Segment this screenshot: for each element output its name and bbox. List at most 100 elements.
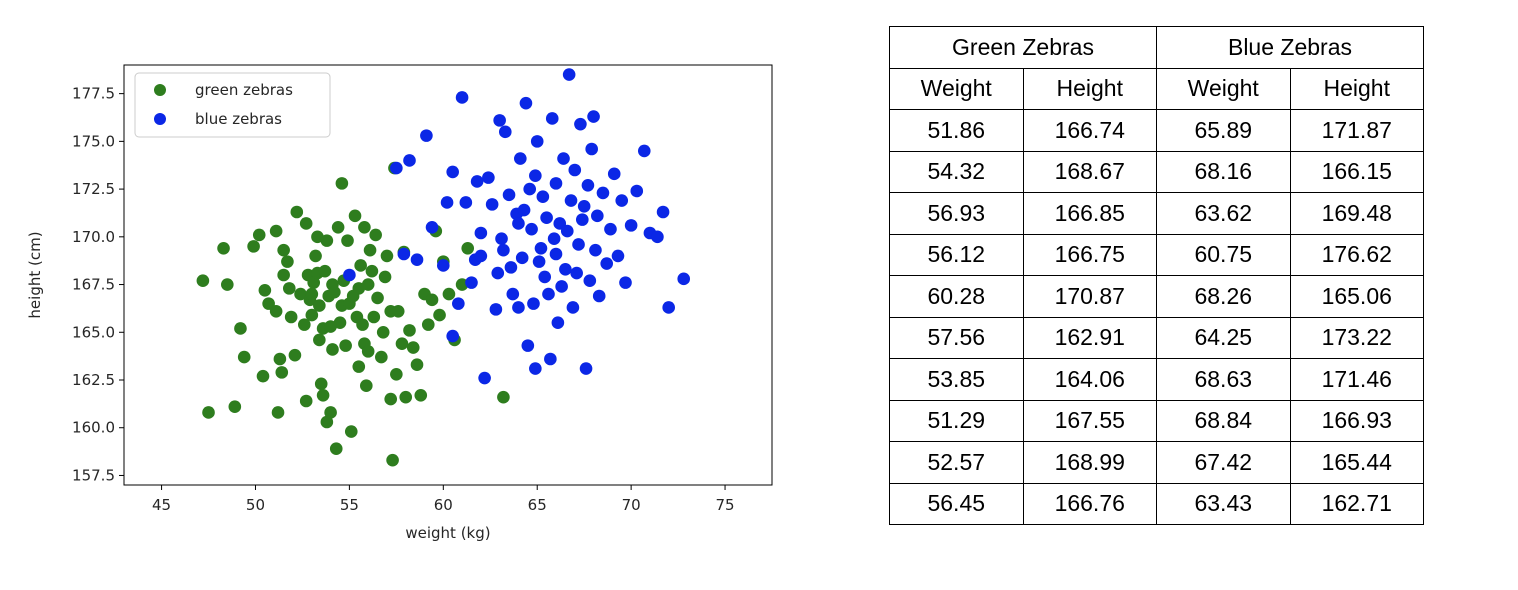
table-cell: 53.85 — [889, 358, 1024, 401]
green-zebra-point — [307, 276, 321, 289]
blue-zebra-point — [551, 316, 565, 330]
green-zebra-point — [237, 350, 251, 364]
blue-zebra-point — [452, 297, 465, 310]
y-tick-label: 160.0 — [72, 419, 115, 437]
blue-zebra-point — [474, 226, 488, 240]
table-cell: 63.62 — [1156, 192, 1291, 235]
green-zebra-point — [358, 220, 371, 234]
table-cell: 168.99 — [1022, 441, 1157, 484]
blue-zebra-point — [519, 96, 533, 110]
table-cell: 51.86 — [889, 109, 1024, 152]
green-zebra-point — [314, 377, 328, 391]
y-tick-label: 167.5 — [72, 276, 115, 294]
green-zebra-point — [442, 287, 456, 301]
green-zebra-point — [380, 249, 394, 263]
green-zebra-point — [497, 390, 510, 404]
green-zebra-point — [399, 390, 413, 404]
blue-zebra-point — [587, 110, 600, 123]
blue-zebra-point — [534, 241, 548, 255]
green-zebra-point — [228, 400, 242, 414]
green-zebra-point — [318, 264, 332, 278]
blue-zebra-point — [515, 251, 529, 265]
green-zebra-point — [384, 392, 398, 406]
blue-zebra-point — [517, 203, 531, 217]
table-row: 60.28 170.87 68.26 165.06 — [889, 275, 1424, 318]
green-zebra-point — [375, 350, 388, 364]
column-header: Height — [1022, 67, 1157, 110]
blue-zebra-point — [591, 209, 604, 223]
table-cell: 57.56 — [889, 316, 1024, 359]
table-cell: 170.87 — [1022, 275, 1157, 318]
table-cell: 176.62 — [1289, 233, 1424, 276]
blue-zebra-point — [425, 220, 439, 234]
green-zebra-point — [309, 249, 322, 263]
green-zebra-point — [202, 406, 215, 419]
blue-zebra-point — [497, 243, 510, 257]
blue-zebra-point — [489, 303, 503, 316]
green-zebra-point — [281, 255, 294, 268]
blue-zebra-point — [403, 154, 416, 167]
group-header-row: Green Zebras Blue Zebras — [889, 26, 1424, 69]
blue-zebra-point — [459, 196, 473, 209]
blue-zebra-point — [619, 276, 632, 289]
blue-zebra-point — [470, 175, 484, 188]
green-zebra-point — [271, 406, 285, 419]
green-zebra-point — [256, 369, 270, 383]
legend-box — [134, 72, 331, 138]
green-zebra-point — [421, 318, 435, 331]
table-cell: 60.28 — [889, 275, 1024, 318]
green-zebra-point — [433, 308, 446, 322]
green-zebra-point — [461, 241, 475, 255]
blue-zebra-point — [343, 268, 356, 282]
column-header: Height — [1289, 67, 1424, 110]
blue-zebra-point — [577, 199, 591, 213]
green-zebra-point — [391, 304, 405, 318]
x-tick-label: 50 — [246, 496, 265, 514]
blue-zebra-point — [506, 287, 520, 301]
blue-zebra-point — [607, 167, 621, 181]
table-cell: 165.06 — [1289, 275, 1424, 318]
table-cell: 54.32 — [889, 150, 1024, 193]
blue-zebra-point — [390, 161, 403, 175]
legend-marker — [154, 84, 166, 96]
green-zebra-point — [367, 310, 381, 324]
blue-zebra-point — [600, 257, 614, 270]
x-tick-label: 45 — [152, 496, 171, 514]
green-zebra-point — [406, 341, 420, 354]
table-cell: 168.67 — [1022, 150, 1157, 193]
blue-zebras-header: Blue Zebras — [1156, 26, 1424, 69]
blue-zebra-point — [637, 144, 651, 158]
y-tick-label: 162.5 — [72, 371, 115, 389]
blue-zebra-point — [540, 211, 553, 225]
blue-zebra-point — [482, 171, 495, 184]
green-zebra-point — [313, 333, 326, 347]
blue-zebra-point — [579, 362, 593, 375]
table-cell: 67.42 — [1156, 441, 1291, 484]
table-cell: 164.06 — [1022, 358, 1157, 401]
blue-zebra-point — [530, 135, 544, 148]
table-cell: 68.16 — [1156, 150, 1291, 193]
y-tick-label: 177.5 — [72, 85, 115, 103]
green-zebra-point — [335, 177, 349, 190]
green-zebra-point — [410, 358, 424, 372]
green-zebra-point — [294, 287, 307, 301]
blue-zebra-point — [611, 249, 625, 263]
table-row: 56.12 166.75 60.75 176.62 — [889, 233, 1424, 276]
blue-zebra-point — [474, 249, 488, 263]
blue-zebra-point — [523, 182, 537, 196]
green-zebra-point — [369, 228, 382, 242]
blue-zebra-point — [572, 238, 585, 251]
blue-zebra-point — [455, 91, 469, 104]
table-cell: 166.85 — [1022, 192, 1157, 235]
column-header: Weight — [889, 67, 1024, 110]
blue-zebra-point — [465, 276, 478, 289]
green-zebra-point — [363, 243, 377, 257]
green-zebra-point — [339, 339, 352, 352]
blue-zebra-point — [583, 274, 597, 288]
blue-zebra-point — [446, 165, 459, 179]
green-zebra-point — [298, 318, 311, 331]
blue-zebra-point — [570, 266, 583, 280]
blue-zebra-point — [397, 247, 411, 261]
green-zebra-point — [354, 259, 367, 272]
table-cell: 162.71 — [1289, 482, 1424, 525]
